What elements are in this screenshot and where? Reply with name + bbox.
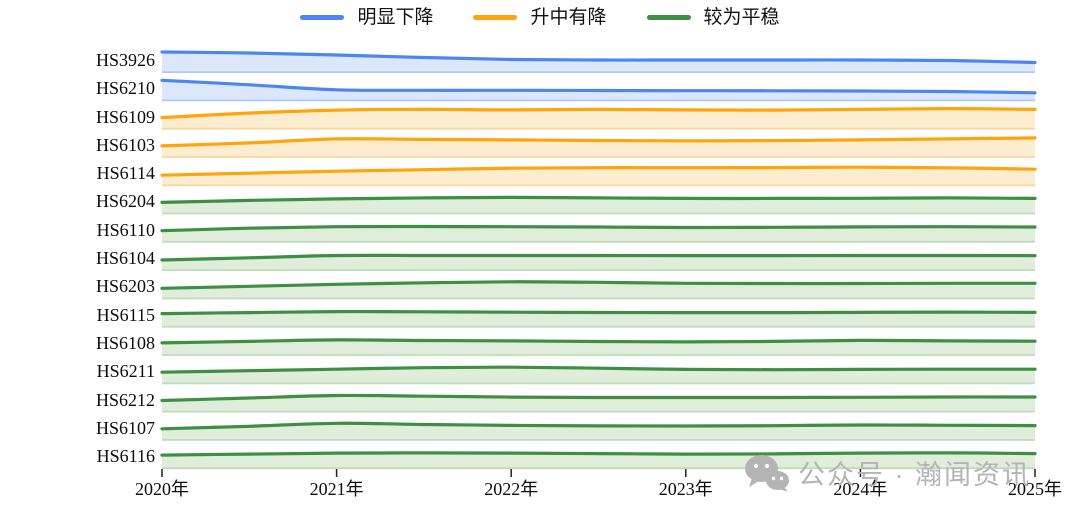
band-line-HS3926 (160, 50, 1037, 65)
x-tick-label-3: 2023年 (658, 479, 713, 499)
series-label-HS6116: HS6116 (96, 446, 155, 467)
band-line-HS6203 (160, 280, 1037, 290)
series-label-HS6109: HS6109 (95, 106, 155, 127)
legend-swatch-icon (300, 15, 345, 20)
band-fill-HS6203 (162, 281, 1035, 300)
band-fill-HS6212 (162, 395, 1035, 413)
x-tick-label-2: 2022年 (484, 479, 539, 499)
series-label-HS6110: HS6110 (96, 219, 155, 240)
band-line-HS6107 (160, 421, 1037, 431)
x-tick-label-5: 2025年 (1008, 479, 1062, 499)
series-label-HS6211: HS6211 (96, 361, 155, 382)
legend-label: 明显下降 (357, 7, 434, 28)
band-fill-HS6104 (162, 255, 1035, 271)
series-label-HS6108: HS6108 (95, 332, 155, 353)
band-fill-HS6110 (162, 226, 1035, 243)
band-line-HS6116 (160, 451, 1037, 457)
band-line-HS6204 (160, 195, 1037, 204)
legend-swatch-icon (473, 15, 518, 20)
band-line-HS6103 (160, 136, 1037, 148)
x-tick-label-0: 2020年 (135, 479, 189, 499)
series-label-HS3926: HS3926 (95, 50, 155, 70)
band-fill-HS6116 (162, 452, 1035, 470)
series-label-HS6115: HS6115 (96, 304, 155, 325)
series-label-HS6212: HS6212 (95, 389, 155, 410)
series-label-HS6210: HS6210 (95, 78, 155, 99)
series-label-HS6203: HS6203 (95, 276, 155, 297)
band-fill-HS6211 (162, 367, 1035, 385)
legend-item-2: 较为平稳 (646, 7, 780, 28)
series-label-HS6204: HS6204 (95, 191, 155, 212)
band-line-HS6108 (160, 338, 1037, 345)
x-tick-label-4: 2024年 (833, 479, 888, 499)
band-fill-HS6114 (162, 167, 1035, 187)
band-line-HS6114 (160, 165, 1037, 177)
series-label-HS6114: HS6114 (96, 163, 155, 184)
band-line-HS6211 (160, 365, 1037, 374)
legend-label: 升中有降 (530, 7, 607, 28)
band-fill-HS6204 (162, 197, 1035, 215)
band-fill-HS6109 (162, 108, 1035, 130)
series-label-HS6107: HS6107 (95, 417, 155, 438)
legend-item-0: 明显下降 (300, 8, 433, 27)
band-line-HS6109 (160, 106, 1037, 120)
legend-swatch-icon (646, 15, 691, 20)
band-fill-HS6115 (162, 311, 1035, 328)
series-label-HS6103: HS6103 (95, 134, 155, 155)
band-fill-HS6107 (162, 423, 1035, 441)
band-fill-HS6108 (162, 339, 1035, 356)
legend: 明显下降 升中有降 较为平稳 (0, 8, 1080, 27)
band-line-HS6110 (160, 224, 1037, 233)
band-fill-HS6103 (162, 137, 1035, 158)
band-line-HS6115 (160, 309, 1037, 316)
legend-item-1: 升中有降 (473, 7, 607, 28)
legend-label: 较为平稳 (703, 7, 780, 28)
band-line-HS6210 (160, 78, 1037, 95)
band-line-HS6104 (160, 253, 1037, 262)
series-label-HS6104: HS6104 (95, 248, 155, 268)
x-tick-label-1: 2021年 (309, 479, 364, 499)
band-line-HS6212 (160, 393, 1037, 403)
